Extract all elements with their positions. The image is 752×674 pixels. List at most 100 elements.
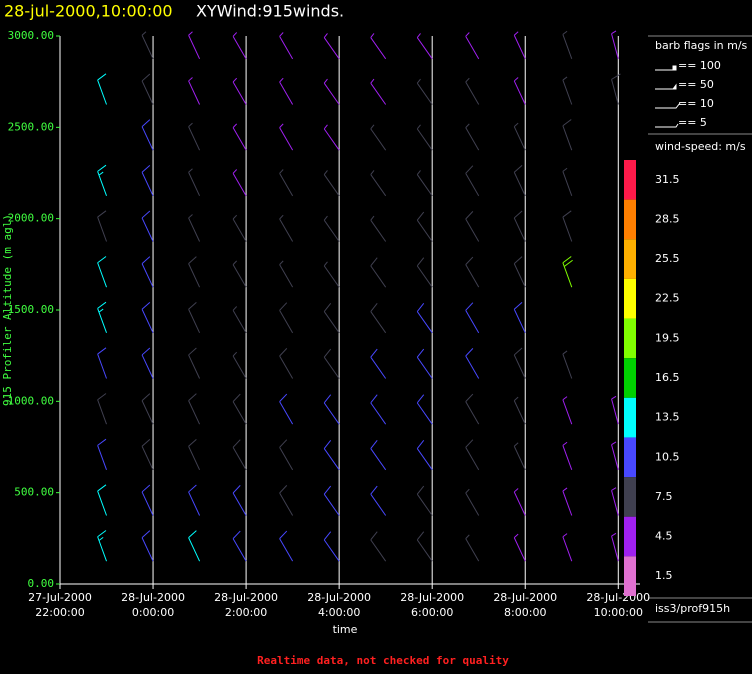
- wind-barb: [97, 256, 107, 288]
- wind-barb: [279, 169, 294, 197]
- colorbar-label: 16.5: [655, 371, 680, 384]
- colorbar-swatch: [624, 358, 636, 398]
- wind-barb: [370, 33, 387, 60]
- wind-barb: [513, 210, 526, 242]
- wind-barb: [141, 164, 154, 197]
- wind-barb: [141, 119, 154, 151]
- wind-barb: [232, 485, 247, 516]
- wind-barb: [465, 211, 480, 242]
- wind-barb: [513, 533, 526, 562]
- wind-barb: [370, 170, 387, 197]
- wind-barb: [188, 438, 201, 471]
- wind-barb: [232, 32, 247, 60]
- wind-barb: [370, 215, 387, 242]
- x-tick-label: 28-Jul-2000: [493, 591, 557, 604]
- wind-barb: [323, 348, 340, 379]
- colorbar-swatch: [624, 160, 636, 200]
- wind-barb: [232, 393, 247, 425]
- half-barb-glyph: [655, 123, 679, 128]
- barb-legend-label: == 10: [678, 97, 714, 110]
- wind-barb: [141, 530, 154, 562]
- y-axis-label: 915 Profiler Altitude (m agl): [1, 214, 14, 406]
- wind-barb: [562, 396, 573, 425]
- wind-barb: [370, 257, 387, 288]
- wind-barb: [416, 211, 433, 242]
- wind-barb: [232, 260, 247, 288]
- wind-barb: [416, 170, 433, 197]
- wind-barb: [232, 123, 247, 151]
- wind-barb: [97, 484, 107, 516]
- wind-barb: [370, 394, 387, 425]
- wind-barb: [188, 122, 201, 151]
- wind-barb: [513, 301, 526, 334]
- barb-legend-label: == 5: [678, 116, 707, 129]
- wind-barb: [279, 123, 294, 151]
- wind-barb: [188, 301, 201, 334]
- y-tick-label: 1500.00: [8, 303, 54, 316]
- wind-barb: [513, 164, 526, 197]
- wind-barb: [141, 347, 154, 379]
- colorbar-label: 7.5: [655, 490, 673, 503]
- wind-barb: [141, 210, 154, 242]
- wind-barb: [323, 303, 340, 334]
- wind-barb: [97, 210, 107, 242]
- colorbar-label: 10.5: [655, 450, 680, 463]
- x-tick-label: 4:00:00: [318, 606, 360, 619]
- wind-barb: [370, 78, 387, 105]
- x-tick-label: 28-Jul-2000: [214, 591, 278, 604]
- station-label: iss3/prof915h: [655, 602, 730, 615]
- wind-barb: [416, 485, 433, 516]
- y-tick-label: 0.00: [28, 577, 55, 590]
- wind-barb: [188, 31, 201, 60]
- wind-barb: [465, 488, 480, 516]
- wind-barb: [611, 532, 619, 562]
- wind-barb: [513, 77, 526, 105]
- wind-barb: [562, 487, 573, 516]
- wind-barb: [97, 301, 107, 334]
- wind-barb: [562, 256, 573, 288]
- wind-barb: [370, 348, 387, 379]
- wind-barb: [562, 119, 573, 151]
- x-tick-label: 28-Jul-2000: [121, 591, 185, 604]
- wind-barb: [611, 395, 619, 425]
- wind-barb: [279, 302, 294, 334]
- wind-barb: [141, 484, 154, 516]
- wind-barb: [279, 485, 294, 516]
- wind-barb: [465, 534, 480, 562]
- x-tick-label: 28-Jul-2000: [307, 591, 371, 604]
- wind-barb: [97, 393, 107, 425]
- x-tick-label: 10:00:00: [594, 606, 643, 619]
- colorbar-label: 22.5: [655, 292, 680, 305]
- wind-barb: [465, 348, 480, 379]
- wind-barb: [279, 77, 294, 105]
- wind-barb: [416, 257, 433, 288]
- wind-barb: [232, 214, 247, 242]
- wind-barb: [513, 31, 526, 60]
- colorbar-label: 25.5: [655, 252, 680, 265]
- y-tick-label: 1000.00: [8, 394, 54, 407]
- wind-barb: [562, 167, 573, 197]
- colorbar-swatch: [624, 556, 636, 596]
- colorbar-label: 28.5: [655, 212, 680, 225]
- colorbar-label: 13.5: [655, 411, 680, 424]
- wind-barb: [416, 33, 433, 60]
- wind-barb: [188, 214, 201, 242]
- full-barb-glyph: [655, 102, 681, 109]
- wind-barb: [323, 485, 340, 516]
- wind-barb: [188, 77, 201, 105]
- wind-barb: [416, 124, 433, 151]
- wind-barb: [465, 393, 480, 425]
- colorbar-label: 4.5: [655, 530, 673, 543]
- wind-barb: [141, 438, 154, 471]
- barb-legend-label: == 100: [678, 59, 721, 72]
- wind-barb: [279, 260, 294, 288]
- wind-barb: [513, 347, 526, 379]
- wind-barb: [232, 439, 247, 471]
- flag-glyph: [655, 65, 677, 71]
- wind-barb: [141, 256, 154, 288]
- wind-barb: [370, 440, 387, 471]
- colorbar-swatch: [624, 239, 636, 279]
- wind-barb: [97, 73, 107, 105]
- wind-barb: [323, 215, 340, 242]
